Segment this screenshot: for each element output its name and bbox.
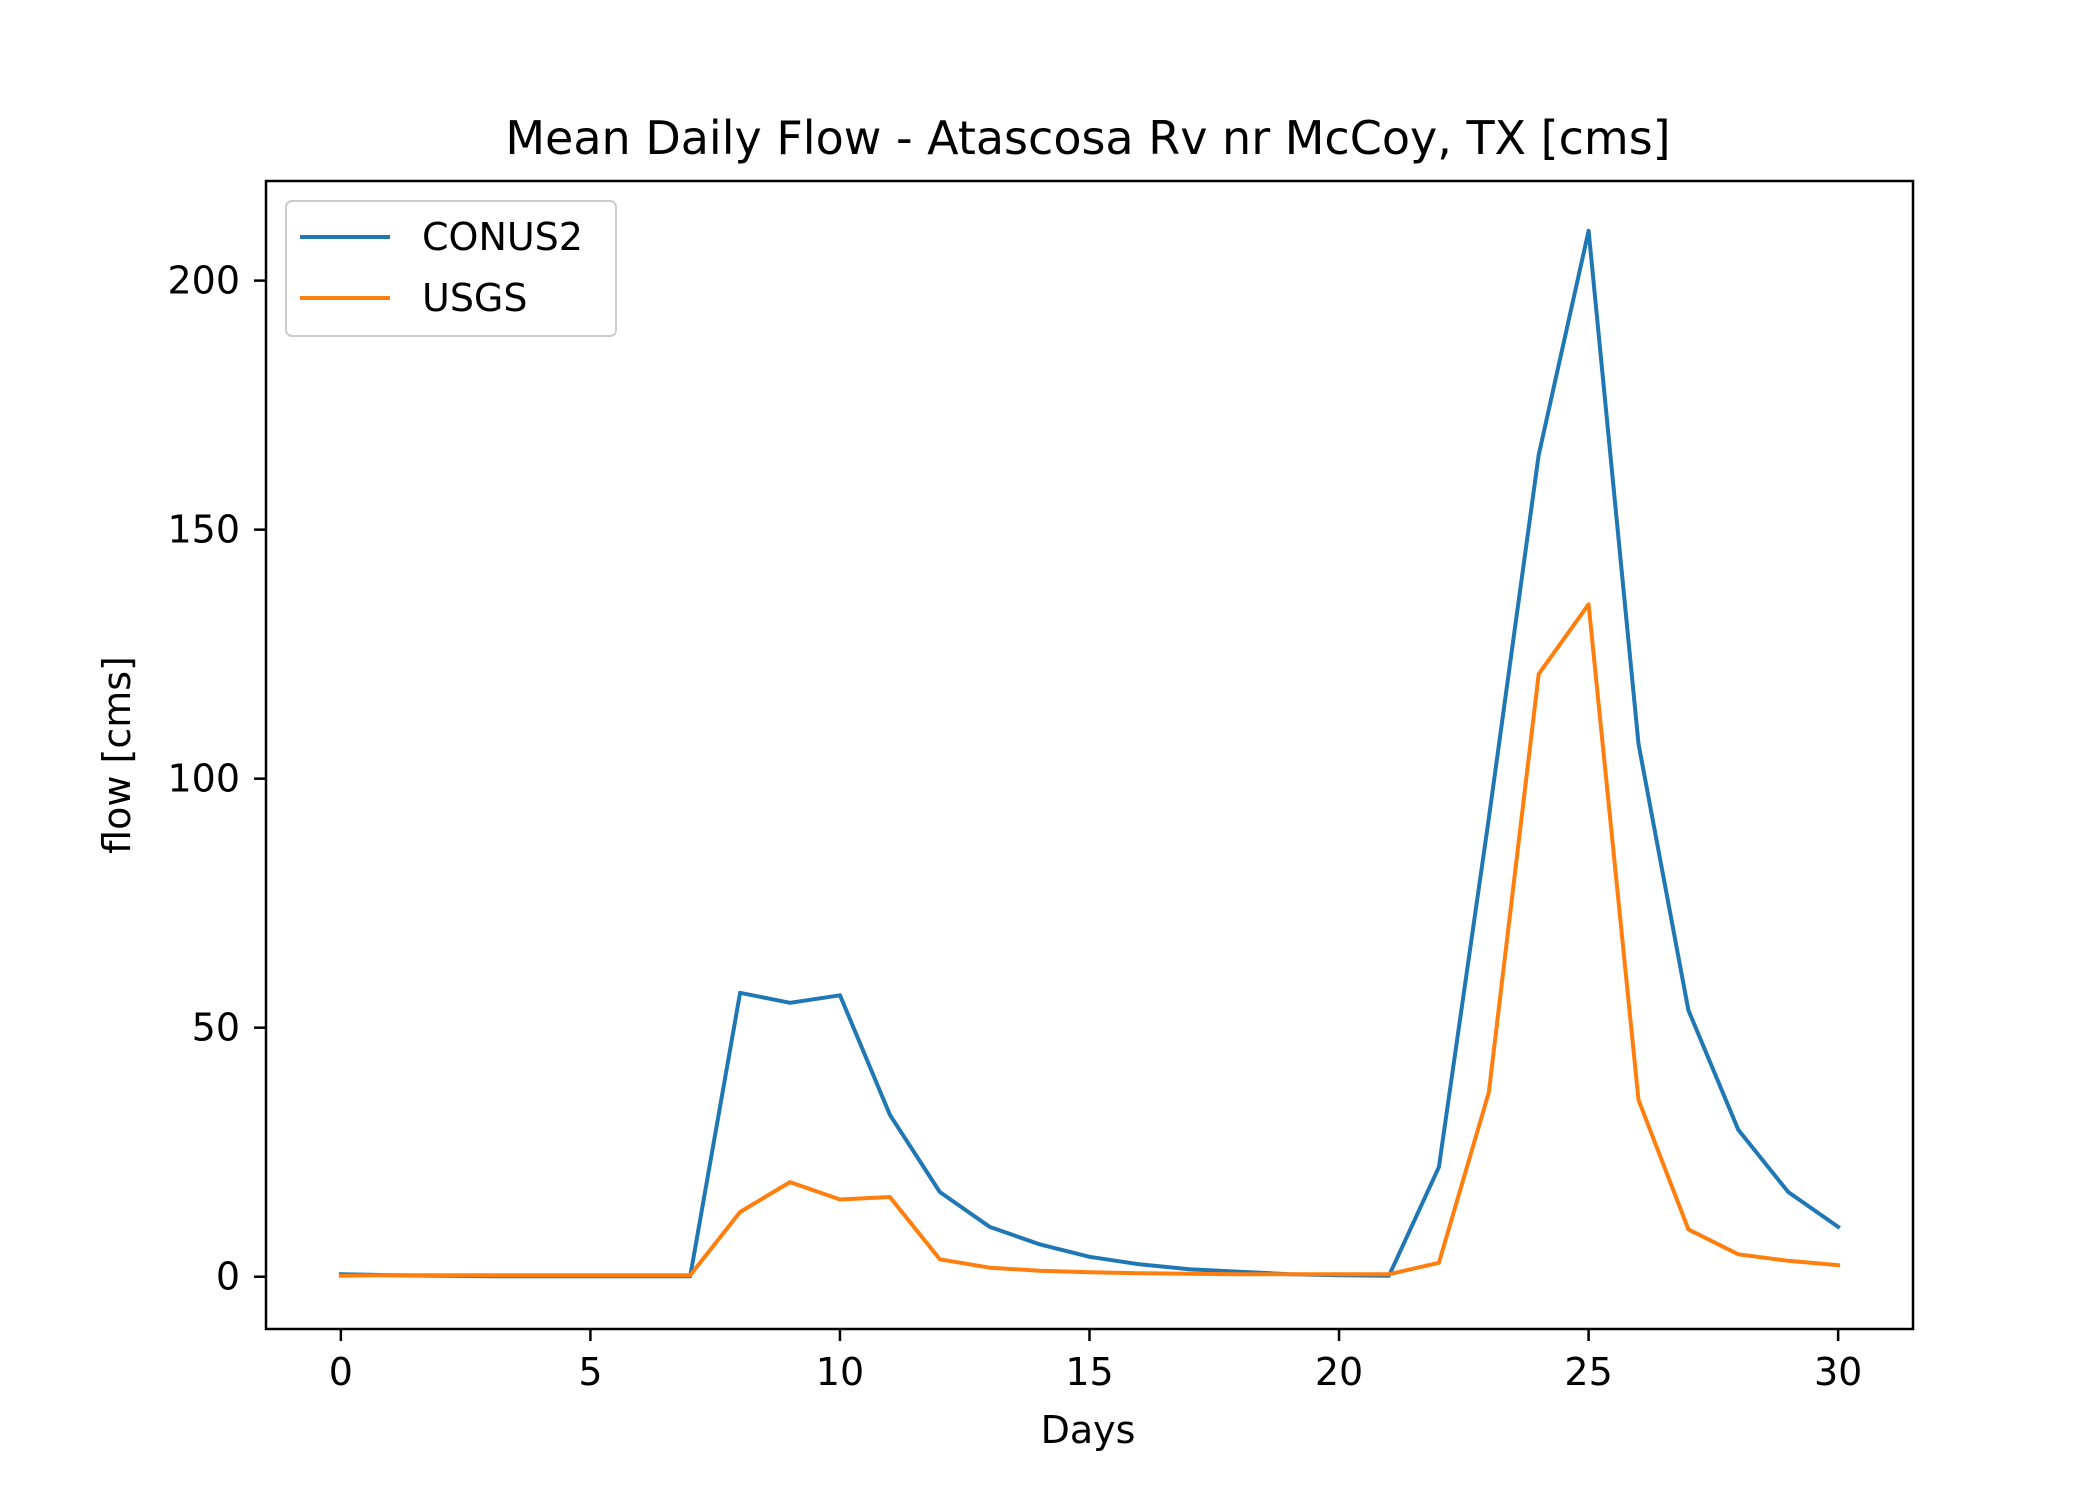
y-axis-label: flow [cms] — [95, 656, 139, 854]
y-tick-label-200: 200 — [167, 259, 240, 303]
y-tick-label-150: 150 — [167, 508, 240, 552]
plot-frame — [264, 179, 1915, 1331]
y-tick-label-100: 100 — [167, 757, 240, 801]
y-tick-label-0: 0 — [216, 1255, 240, 1299]
x-tick-label-5: 5 — [578, 1350, 602, 1394]
legend-box — [285, 200, 617, 337]
x-axis-label: Days — [1041, 1408, 1136, 1452]
x-tick-label-25: 25 — [1564, 1350, 1612, 1394]
x-tick-label-30: 30 — [1814, 1350, 1862, 1394]
y-axis: 0 50 100 150 200 — [167, 259, 266, 1299]
y-tick-label-50: 50 — [192, 1006, 240, 1050]
legend-label-usgs: USGS — [422, 276, 528, 320]
chart-title: Mean Daily Flow - Atascosa Rv nr McCoy, … — [505, 111, 1670, 165]
legend: CONUS2 USGS — [285, 200, 617, 337]
x-tick-label-10: 10 — [816, 1350, 864, 1394]
x-tick-label-20: 20 — [1315, 1350, 1363, 1394]
x-tick-label-15: 15 — [1065, 1350, 1113, 1394]
series-line-conus2 — [338, 228, 1841, 1279]
legend-label-conus2: CONUS2 — [422, 215, 583, 259]
x-tick-label-0: 0 — [329, 1350, 353, 1394]
series-layer — [338, 228, 1841, 1279]
x-axis: 0 5 10 15 20 25 30 — [329, 1329, 1862, 1394]
plot-area — [264, 179, 1915, 1331]
series-line-usgs — [338, 602, 1841, 1278]
